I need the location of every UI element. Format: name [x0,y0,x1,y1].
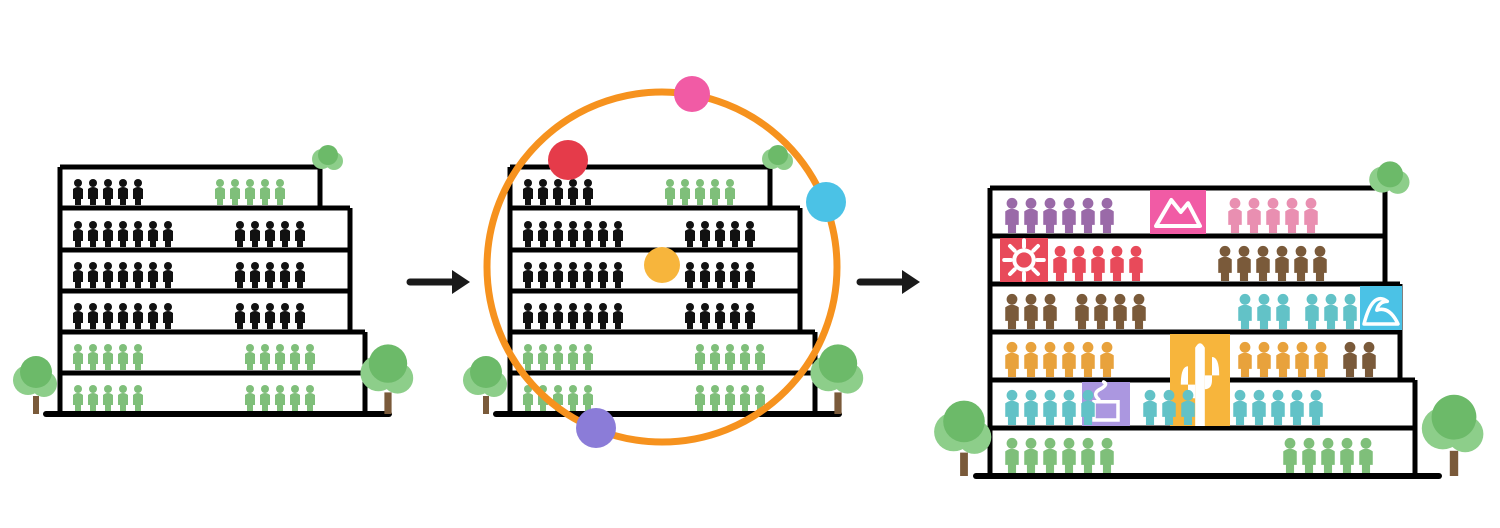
theme-tile [1170,334,1230,426]
theme-tile [1150,190,1206,234]
orbit-dot [806,182,846,222]
orbit-dot [548,140,588,180]
theme-tile [1360,286,1402,330]
orbit-dot [644,247,680,283]
theme-tile [1000,238,1048,282]
orbit-dot [674,76,710,112]
infographic-stage [0,0,1500,528]
orbit-dot [576,408,616,448]
